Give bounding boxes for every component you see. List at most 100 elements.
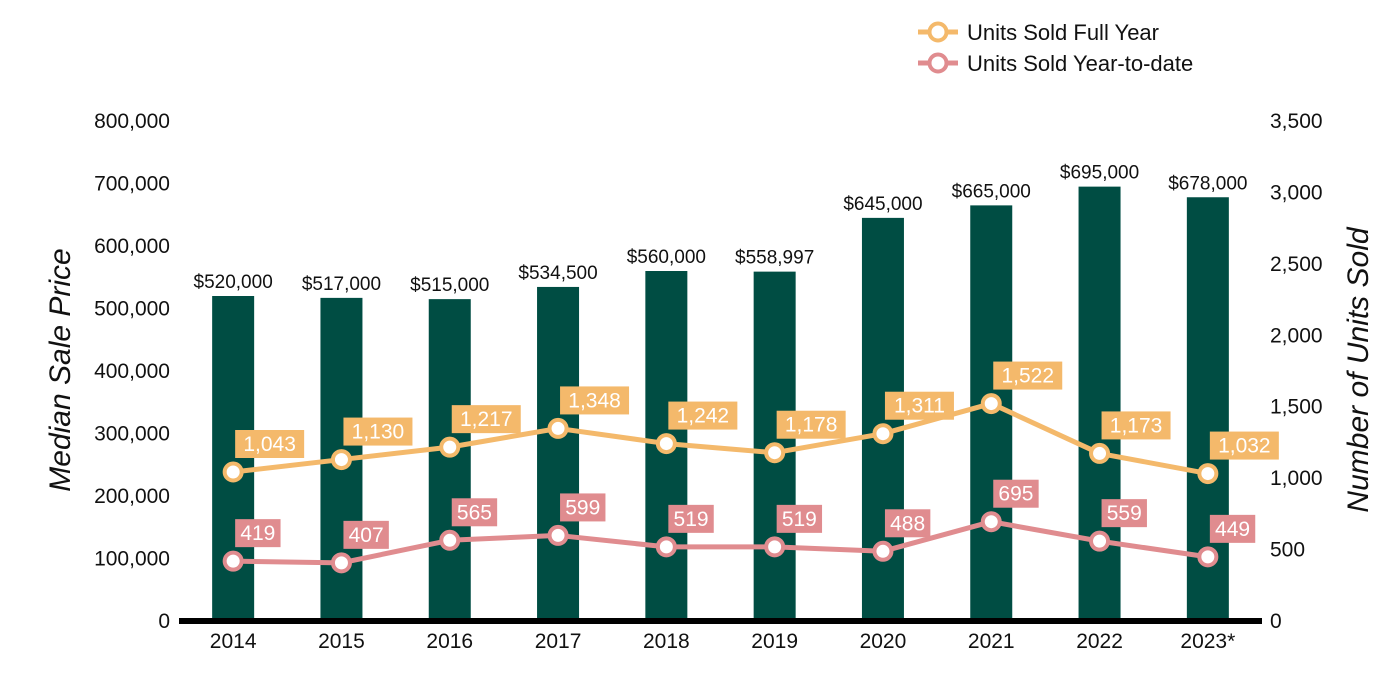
data-point bbox=[1089, 442, 1111, 464]
x-tick-label: 2021 bbox=[968, 630, 1015, 653]
data-label-box bbox=[884, 509, 931, 538]
data-label: 419 bbox=[240, 522, 275, 545]
data-label: 599 bbox=[565, 496, 600, 519]
bar-data-label: $695,000 bbox=[1060, 163, 1139, 184]
data-label: 1,217 bbox=[460, 408, 513, 431]
bar-series: $520,000 $517,000 $515,000 $534,500 $560,000… bbox=[194, 163, 1247, 619]
line-series: 1,043 1,130 1,217 1,348 1,242 1,178 1,311 1,522… bbox=[222, 361, 1279, 485]
data-label: 1,242 bbox=[677, 405, 730, 428]
x-tick-label: 2015 bbox=[318, 630, 365, 653]
y2-tick-label: 1,000 bbox=[1270, 467, 1323, 490]
x-tick-label: 2022 bbox=[1076, 630, 1123, 653]
bar bbox=[1078, 186, 1121, 619]
legend-item: Units Sold Full Year bbox=[918, 20, 1159, 45]
data-label-box bbox=[560, 386, 630, 415]
legend-label: Units Sold Year-to-date bbox=[967, 51, 1193, 76]
bar-data-label: $665,000 bbox=[952, 181, 1031, 202]
data-label-box bbox=[668, 504, 714, 533]
data-label: 1,311 bbox=[894, 395, 945, 418]
data-label: 1,348 bbox=[568, 389, 621, 412]
data-label-box bbox=[1101, 499, 1147, 528]
data-label-box bbox=[451, 405, 521, 434]
y-axis-left-title: Median Sale Price bbox=[44, 248, 77, 491]
data-label-box bbox=[560, 493, 606, 522]
data-point bbox=[764, 442, 786, 464]
y-tick-label: 700,000 bbox=[94, 173, 170, 196]
data-point bbox=[330, 449, 352, 471]
data-point bbox=[980, 393, 1002, 415]
series-line bbox=[233, 519, 1209, 566]
y2-tick-label: 500 bbox=[1270, 539, 1305, 562]
y-axis-right: 0 500 1,000 1,500 2,000 2,500 3,000 3,500 bbox=[1270, 110, 1323, 633]
data-label: 1,173 bbox=[1110, 414, 1163, 437]
legend: Units Sold Full Year Units Sold Year-to-d… bbox=[918, 20, 1193, 76]
data-label: 1,522 bbox=[1001, 365, 1054, 388]
data-label-box bbox=[1101, 411, 1171, 440]
legend-marker bbox=[927, 21, 949, 43]
line-series-group: 1,043 1,130 1,217 1,348 1,242 1,178 1,311 1,522… bbox=[222, 361, 1279, 574]
y2-tick-label: 0 bbox=[1270, 610, 1282, 633]
data-point bbox=[439, 529, 461, 551]
data-point bbox=[439, 436, 461, 458]
series-line bbox=[232, 401, 1209, 477]
data-label-box bbox=[668, 401, 738, 430]
bar-data-label: $520,000 bbox=[194, 272, 273, 293]
y-axis-left: 0 100,000 200,000 300,000 400,000 500,000 600,… bbox=[94, 110, 170, 633]
y-axis-right-title: Number of Units Sold bbox=[1342, 226, 1375, 512]
bar bbox=[428, 299, 471, 619]
y2-tick-label: 2,000 bbox=[1270, 324, 1323, 347]
data-label-box bbox=[451, 498, 498, 527]
line-series: 419 407 565 599 519 519 488 695 559 449 bbox=[222, 479, 1256, 574]
y-tick-label: 500,000 bbox=[94, 298, 170, 321]
y-tick-label: 400,000 bbox=[94, 360, 170, 383]
data-label-box bbox=[776, 504, 823, 533]
legend-item: Units Sold Year-to-date bbox=[918, 51, 1193, 76]
data-label: 559 bbox=[1107, 502, 1142, 525]
data-label-box bbox=[235, 519, 281, 548]
x-axis: 2014 2015 2016 2017 2018 2019 2020 2021 2022 2023… bbox=[210, 630, 1236, 653]
data-label-box bbox=[1209, 431, 1279, 460]
data-point bbox=[222, 461, 244, 483]
y2-tick-label: 2,500 bbox=[1270, 253, 1323, 276]
y2-tick-label: 3,500 bbox=[1270, 110, 1323, 133]
data-point bbox=[1197, 463, 1219, 485]
data-point bbox=[872, 423, 894, 445]
data-label: 1,032 bbox=[1218, 435, 1271, 458]
bar-data-label: $534,500 bbox=[518, 263, 597, 284]
y-tick-label: 100,000 bbox=[94, 548, 170, 571]
x-tick-label: 2020 bbox=[860, 630, 907, 653]
bar-data-label: $645,000 bbox=[843, 194, 922, 215]
legend-label: Units Sold Full Year bbox=[967, 20, 1159, 45]
data-point bbox=[222, 550, 244, 572]
data-label-box bbox=[993, 361, 1063, 390]
y2-tick-label: 3,000 bbox=[1270, 181, 1323, 204]
x-tick-label: 2014 bbox=[210, 630, 257, 653]
data-label-box bbox=[776, 410, 846, 439]
data-label-box bbox=[1209, 514, 1256, 543]
data-point bbox=[330, 552, 352, 574]
y-tick-label: 600,000 bbox=[94, 235, 170, 258]
y-tick-label: 0 bbox=[158, 610, 170, 633]
legend-marker bbox=[927, 52, 949, 74]
data-label: 519 bbox=[674, 508, 709, 531]
data-point bbox=[1197, 546, 1219, 568]
bar-data-label: $678,000 bbox=[1168, 173, 1247, 194]
y-tick-label: 800,000 bbox=[94, 110, 170, 133]
data-label: 1,130 bbox=[352, 421, 405, 444]
x-tick-label: 2017 bbox=[535, 630, 582, 653]
data-label-box bbox=[343, 520, 389, 549]
data-point bbox=[655, 536, 677, 558]
bar bbox=[537, 286, 580, 619]
bar-data-label: $560,000 bbox=[627, 247, 706, 268]
bar-data-label: $515,000 bbox=[410, 275, 489, 296]
data-point bbox=[764, 536, 786, 558]
data-point bbox=[980, 511, 1002, 533]
data-label-box bbox=[235, 430, 305, 458]
bar-data-label: $517,000 bbox=[302, 274, 381, 295]
data-label-box bbox=[884, 391, 954, 420]
data-label: 1,178 bbox=[785, 414, 838, 437]
data-point bbox=[547, 417, 569, 439]
x-tick-label: 2016 bbox=[426, 630, 473, 653]
data-label: 695 bbox=[998, 483, 1033, 506]
